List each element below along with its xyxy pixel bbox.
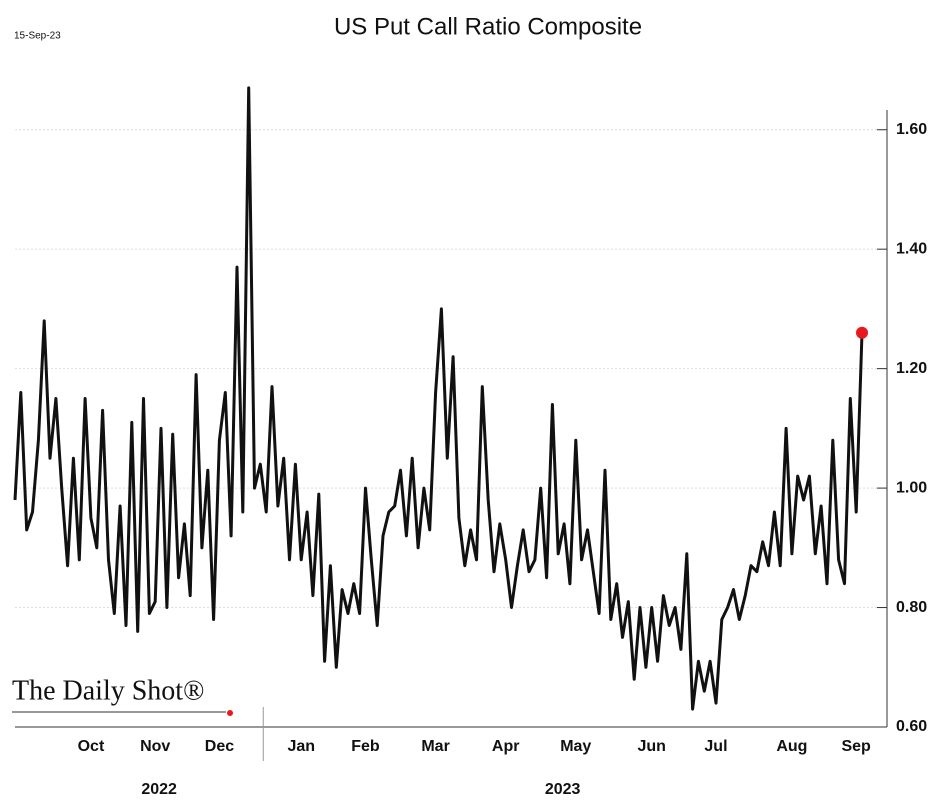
date-label: 15-Sep-23 [14, 31, 61, 42]
year-label: 2023 [545, 781, 581, 798]
x-tick-label: May [560, 738, 591, 755]
x-tick-label: Oct [78, 738, 105, 755]
x-tick-label: Jun [637, 738, 665, 755]
x-tick-label: Jan [287, 738, 315, 755]
series-line [13, 86, 864, 711]
x-tick-label: Nov [140, 738, 170, 755]
x-tick-label: Apr [492, 738, 520, 755]
x-tick-label: Dec [205, 738, 234, 755]
y-tick-label: 0.60 [896, 718, 927, 735]
chart-title: US Put Call Ratio Composite [334, 13, 642, 40]
x-tick-label: Jul [704, 738, 727, 755]
logo-dot [227, 710, 233, 716]
year-label: 2022 [141, 781, 177, 798]
y-tick-label: 1.60 [896, 121, 927, 138]
y-tick-label: 1.00 [896, 479, 927, 496]
x-tick-label: Sep [841, 738, 871, 755]
y-tick-label: 1.20 [896, 360, 927, 377]
y-tick-label: 0.80 [896, 599, 927, 616]
y-tick-label: 1.40 [896, 240, 927, 257]
x-tick-label: Feb [351, 738, 380, 755]
x-tick-label: Aug [776, 738, 807, 755]
end-marker [856, 326, 868, 339]
x-tick-label: Mar [421, 738, 449, 755]
source-logo: The Daily Shot® [12, 675, 204, 706]
